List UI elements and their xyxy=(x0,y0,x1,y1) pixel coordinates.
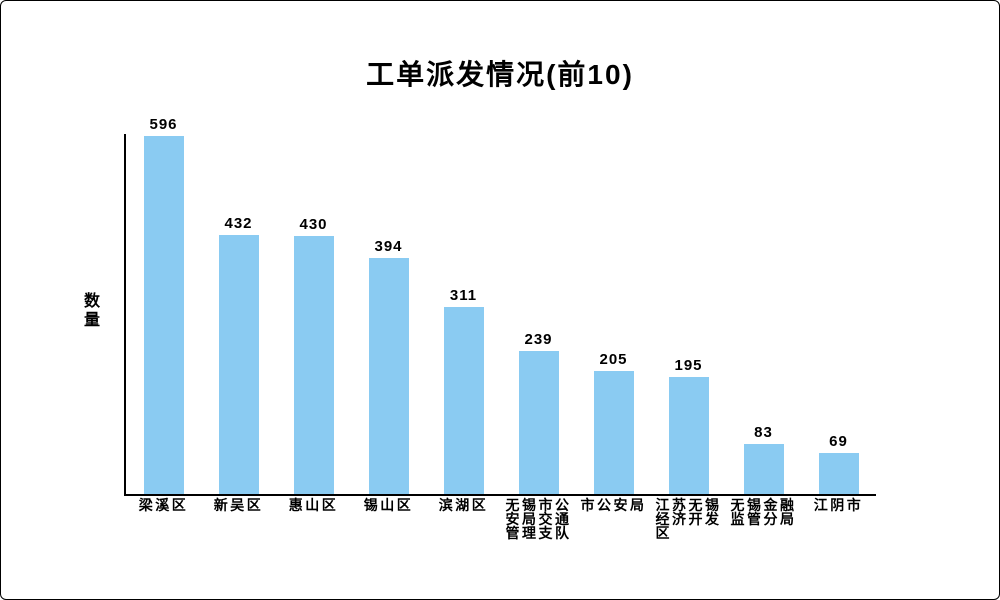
y-axis-label: 数量 xyxy=(81,292,98,330)
x-tick-label-text: 滨湖区 xyxy=(438,497,489,513)
bar-group-8: 195 xyxy=(651,134,726,494)
bar-3 xyxy=(293,236,334,494)
bar-7 xyxy=(593,371,634,494)
x-tick-label-text: 无锡市公 安局交通 管理支队 xyxy=(505,497,572,541)
bar-value-label: 195 xyxy=(674,357,703,374)
x-tick-label: 惠山区 xyxy=(276,498,351,512)
bar-group-6: 239 xyxy=(501,134,576,494)
y-axis-line xyxy=(124,134,126,496)
x-tick-label: 江苏无锡 经济开发 区 xyxy=(651,498,726,540)
bar-group-10: 69 xyxy=(801,134,876,494)
x-tick-label: 滨湖区 xyxy=(426,498,501,512)
x-tick-label-text: 锡山区 xyxy=(363,497,414,513)
bar-value-label: 311 xyxy=(449,287,478,304)
x-tick-labels: 梁溪区 新吴区 惠山区 锡山区 滨湖区 无锡市公 安局交通 管理支队 市公安局 江苏无锡 经济… xyxy=(126,498,876,558)
x-axis-line xyxy=(124,494,876,496)
x-tick-label-text: 梁溪区 xyxy=(138,497,189,513)
bar-group-1: 596 xyxy=(126,116,201,494)
bar-group-5: 311 xyxy=(426,134,501,494)
bar-group-9: 83 xyxy=(726,134,801,494)
bar-5 xyxy=(443,307,484,494)
bar-value-label: 430 xyxy=(299,216,328,233)
bar-9 xyxy=(743,444,784,494)
x-tick-label-text: 市公安局 xyxy=(580,497,647,513)
bar-value-label: 394 xyxy=(374,238,403,255)
bar-value-label: 205 xyxy=(599,351,628,368)
chart-title: 工单派发情况(前10) xyxy=(366,59,634,90)
bar-value-label: 239 xyxy=(524,331,553,348)
x-tick-label-text: 新吴区 xyxy=(213,497,264,513)
bar-1 xyxy=(143,136,184,494)
x-tick-label-text: 江苏无锡 经济开发 区 xyxy=(655,497,722,541)
bar-group-4: 394 xyxy=(351,134,426,494)
bar-value-label: 69 xyxy=(829,433,848,450)
bar-8 xyxy=(668,377,709,494)
x-tick-label: 锡山区 xyxy=(351,498,426,512)
bar-value-label: 432 xyxy=(224,215,253,232)
x-tick-label-text: 无锡金融 监管分局 xyxy=(730,497,797,527)
x-tick-label: 江阴市 xyxy=(801,498,876,512)
x-tick-label: 市公安局 xyxy=(576,498,651,512)
bar-4 xyxy=(368,258,409,494)
plot-area: 596 432 430 394 311 239 205 195 83 69 xyxy=(124,116,876,496)
x-tick-label-text: 惠山区 xyxy=(288,497,339,513)
bar-group-3: 430 xyxy=(276,134,351,494)
bar-10 xyxy=(818,453,859,494)
bar-2 xyxy=(218,235,259,494)
x-tick-label: 无锡金融 监管分局 xyxy=(726,498,801,526)
bar-value-label: 596 xyxy=(149,116,178,133)
x-tick-label-text: 江阴市 xyxy=(813,497,864,513)
bar-group-7: 205 xyxy=(576,134,651,494)
x-tick-label: 无锡市公 安局交通 管理支队 xyxy=(501,498,576,540)
bar-6 xyxy=(518,351,559,494)
x-tick-label: 梁溪区 xyxy=(126,498,201,512)
x-tick-label: 新吴区 xyxy=(201,498,276,512)
bar-value-label: 83 xyxy=(754,424,773,441)
bar-group-2: 432 xyxy=(201,134,276,494)
